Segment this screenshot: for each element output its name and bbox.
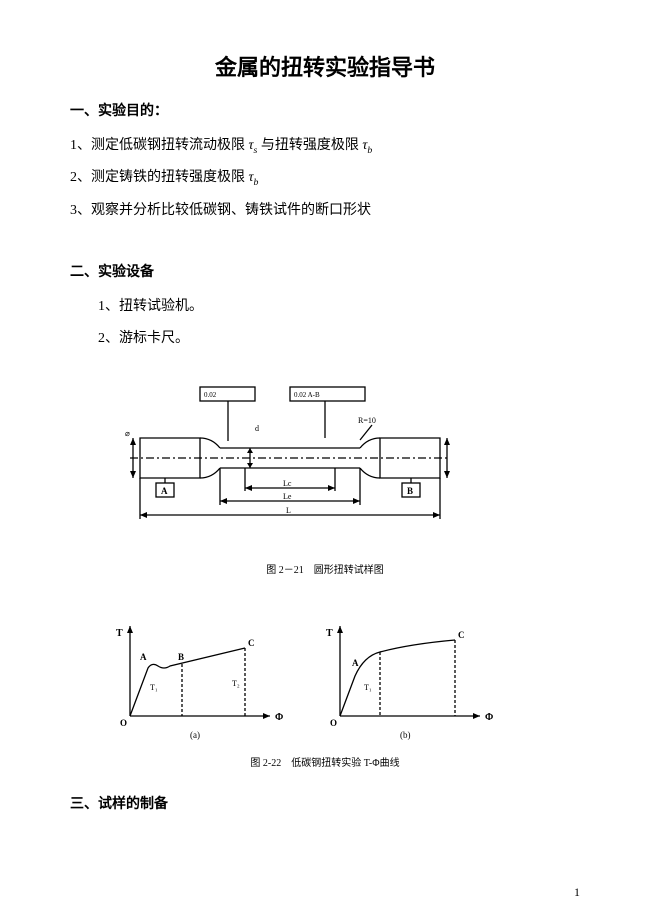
section-1-heading: 一、实验目的： <box>70 100 580 120</box>
svg-text:Lc: Lc <box>283 479 292 488</box>
figure-1: 0.02 0.02 A-B R=10 ⌀ A <box>70 383 580 576</box>
svg-text:(a): (a) <box>190 730 200 740</box>
svg-text:B: B <box>407 486 413 496</box>
svg-text:O: O <box>120 718 127 728</box>
sec1-line1: 1、测定低碳钢扭转流动极限 τs 与扭转强度极限 τb <box>70 132 580 160</box>
svg-text:Φ: Φ <box>485 712 493 723</box>
svg-text:(b): (b) <box>400 730 411 740</box>
section-2-heading: 二、实验设备 <box>70 261 580 281</box>
figure-2: T Φ O A B C T₁ T₂ (a) T Φ O <box>70 616 580 769</box>
svg-text:C: C <box>458 630 465 640</box>
text: 2、测定铸铁的扭转强度极限 <box>70 170 249 185</box>
svg-text:d: d <box>255 424 259 433</box>
svg-text:A: A <box>140 652 147 662</box>
svg-text:O: O <box>330 718 337 728</box>
svg-text:B: B <box>178 652 184 662</box>
svg-text:L: L <box>286 506 291 515</box>
page-title: 金属的扭转实验指导书 <box>70 50 580 82</box>
svg-text:⌀: ⌀ <box>125 429 130 438</box>
sec1-line2: 2、测定铸铁的扭转强度极限 τb <box>70 164 580 192</box>
svg-text:A: A <box>352 658 359 668</box>
sec2-line1: 1、扭转试验机。 <box>70 293 580 321</box>
svg-text:R=10: R=10 <box>358 416 376 425</box>
svg-text:T₂: T₂ <box>232 679 240 688</box>
svg-text:T₁: T₁ <box>364 683 372 692</box>
tau-sub: b <box>254 177 259 188</box>
figure-2-caption: 图 2-22 低碳钢扭转实验 T-Φ曲线 <box>70 754 580 769</box>
svg-text:Φ: Φ <box>275 712 283 723</box>
svg-text:0.02 A-B: 0.02 A-B <box>294 391 320 399</box>
svg-text:T: T <box>116 628 123 639</box>
text: 1、测定低碳钢扭转流动极限 <box>70 138 249 153</box>
sec1-line3: 3、观察并分析比较低碳钢、铸铁试件的断口形状 <box>70 197 580 225</box>
figure-1-caption: 图 2－21 圆形扭转试样图 <box>70 561 580 576</box>
svg-text:0.02: 0.02 <box>204 391 217 399</box>
tau-b-sub: b <box>367 145 372 156</box>
svg-text:A: A <box>161 486 168 496</box>
text: 与扭转强度极限 <box>257 138 362 153</box>
svg-text:T₁: T₁ <box>150 683 158 692</box>
svg-text:Le: Le <box>283 492 292 501</box>
svg-text:T: T <box>326 628 333 639</box>
section-3-heading: 三、试样的制备 <box>70 793 580 813</box>
sec2-line2: 2、游标卡尺。 <box>70 325 580 353</box>
svg-text:C: C <box>248 638 255 648</box>
page-number: 1 <box>574 885 580 900</box>
